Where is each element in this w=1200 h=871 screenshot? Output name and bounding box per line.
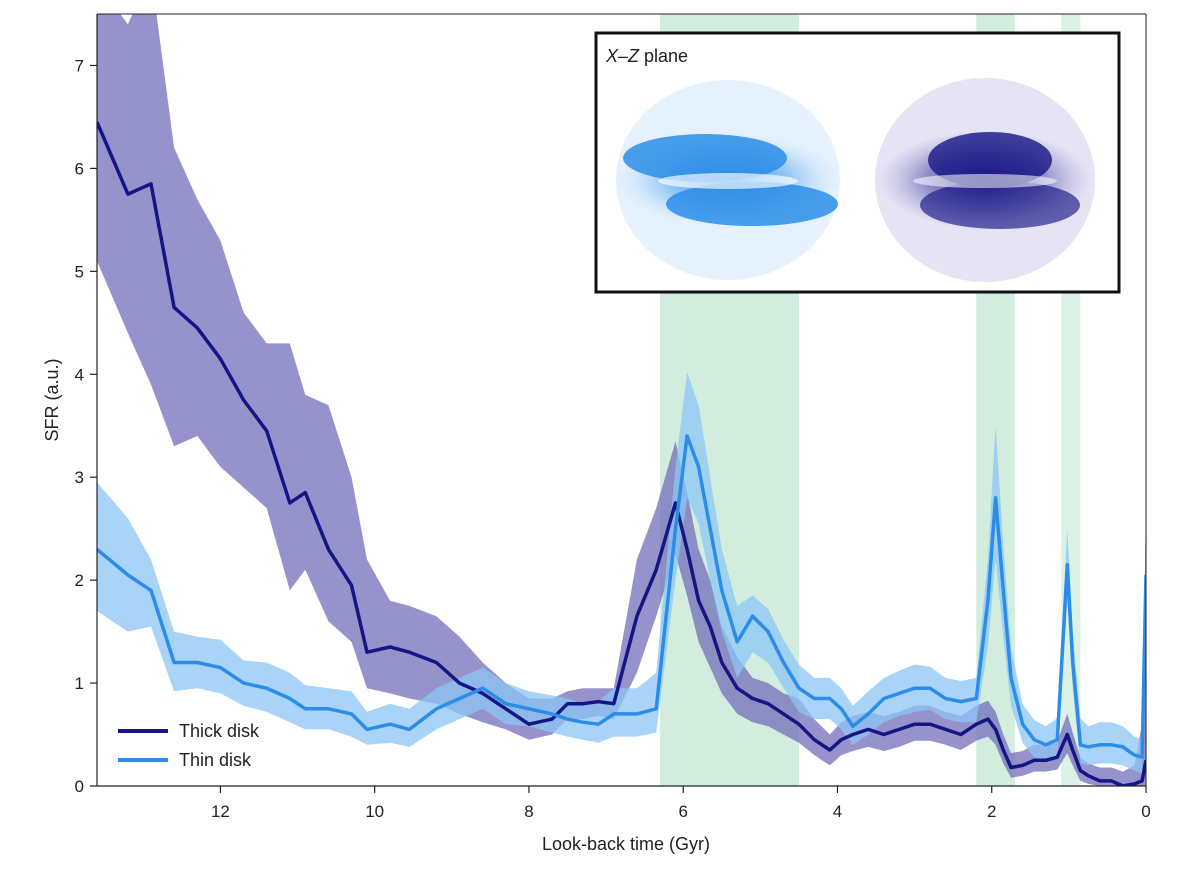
y-tick-label: 5 [75, 262, 84, 281]
thin-disk-line [97, 434, 1146, 759]
x-tick-label: 0 [1141, 802, 1150, 821]
y-tick-label: 7 [75, 56, 84, 75]
y-axis-title: SFR (a.u.) [42, 358, 62, 441]
legend-label-thin-disk: Thin disk [179, 750, 252, 770]
x-tick-label: 4 [833, 802, 842, 821]
uncertainty-bands [97, 14, 1146, 786]
x-tick-label: 8 [524, 802, 533, 821]
x-tick-label: 2 [987, 802, 996, 821]
y-tick-label: 1 [75, 674, 84, 693]
thin-disk-particle-image [616, 80, 840, 280]
inset-title-rest: plane [639, 46, 688, 66]
inset-panel: X–Z plane [594, 31, 1121, 294]
inset-title-italic: X–Z [605, 46, 640, 66]
y-tick-label: 0 [75, 777, 84, 796]
inset-title: X–Z plane [605, 46, 688, 66]
thin-disk-uncertainty-band [97, 372, 1146, 774]
thick-disk-particle-image [875, 78, 1095, 282]
series-lines [97, 121, 1146, 786]
y-tick-label: 6 [75, 159, 84, 178]
y-tick-label: 4 [75, 365, 84, 384]
x-tick-label: 6 [678, 802, 687, 821]
legend: Thick disk Thin disk [118, 721, 260, 770]
legend-label-thick-disk: Thick disk [179, 721, 260, 741]
y-tick-label: 2 [75, 571, 84, 590]
x-tick-label: 12 [211, 802, 230, 821]
x-tick-label: 10 [365, 802, 384, 821]
thick-disk-uncertainty-band [97, 14, 1146, 786]
x-axis-title: Look-back time (Gyr) [542, 834, 710, 854]
y-tick-label: 3 [75, 468, 84, 487]
thick-disk-line [97, 121, 1146, 786]
